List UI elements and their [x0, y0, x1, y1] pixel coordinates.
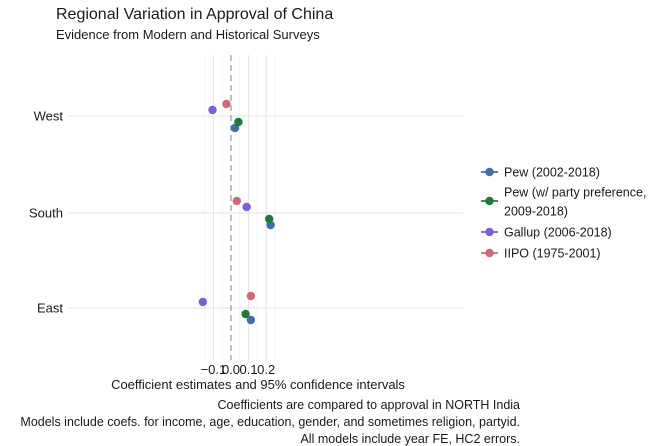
- plot-grid: [68, 55, 463, 360]
- data-point: [234, 117, 243, 127]
- data-point: [242, 202, 251, 212]
- y-tick-label: East: [37, 301, 63, 316]
- data-point: [246, 291, 256, 301]
- y-tick-label: South: [29, 206, 63, 221]
- data-point: [241, 309, 250, 319]
- caption-line: All models include year FE, HC2 errors.: [300, 432, 520, 446]
- chart-title: Regional Variation in Approval of China: [56, 6, 333, 23]
- data-point: [264, 214, 274, 224]
- chart-subtitle: Evidence from Modern and Historical Surv…: [56, 27, 320, 42]
- y-tick-label: West: [34, 109, 64, 124]
- x-tick-label: 0.2: [257, 362, 275, 377]
- legend-key-dot: [485, 196, 494, 206]
- legend-key-dot: [485, 167, 494, 177]
- caption: Coefficients are compared to approval in…: [20, 398, 520, 446]
- legend-label: IIPO (1975-2001): [504, 247, 601, 261]
- data-point: [208, 105, 217, 115]
- data-marks: [198, 99, 275, 325]
- legend-label: Pew (2002-2018): [504, 166, 600, 180]
- x-tick-label: 0.1: [240, 362, 258, 377]
- caption-line: Models include coefs. for income, age, e…: [20, 415, 520, 429]
- legend-key-dot: [485, 227, 494, 237]
- x-axis-label: Coefficient estimates and 95% confidence…: [111, 377, 405, 392]
- data-point: [222, 99, 231, 109]
- legend: Pew (2002-2018) Pew (w/ party preference,…: [481, 166, 646, 261]
- data-point: [232, 196, 242, 206]
- x-tick-label: 0.0: [222, 362, 240, 377]
- y-axis-tick-labels: West South East: [29, 109, 63, 316]
- legend-label: 2009-2018): [504, 205, 568, 219]
- data-point: [198, 297, 208, 307]
- legend-label: Pew (w/ party preference,: [504, 186, 646, 200]
- legend-key-dot: [485, 248, 494, 258]
- caption-line: Coefficients are compared to approval in…: [218, 398, 521, 412]
- legend-label: Gallup (2006-2018): [504, 226, 612, 240]
- x-axis-tick-labels: −0.10.0 0.1 0.2: [201, 362, 276, 377]
- data-point: [246, 315, 256, 325]
- x-tick-label: −0.1: [201, 362, 227, 377]
